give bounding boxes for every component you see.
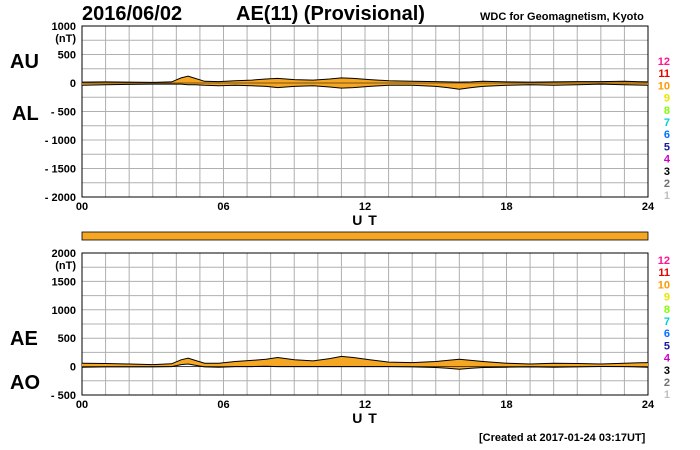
station-legend-10: 10 bbox=[658, 80, 670, 92]
station-legend-1: 1 bbox=[664, 190, 670, 202]
y-tick-label: - 1000 bbox=[45, 135, 76, 147]
y-tick-label: 0 bbox=[70, 362, 76, 374]
station-legend-11: 11 bbox=[658, 267, 670, 279]
station-legend-9: 9 bbox=[664, 292, 670, 304]
x-axis-label: U T bbox=[352, 410, 378, 426]
created-timestamp: [Created at 2017-01-24 03:17UT] bbox=[479, 432, 646, 444]
station-legend-4: 4 bbox=[664, 154, 671, 166]
x-tick-label: 12 bbox=[359, 201, 371, 213]
y-tick-label: 1500 bbox=[52, 276, 76, 288]
x-tick-label: 00 bbox=[76, 201, 88, 213]
station-legend-3: 3 bbox=[664, 365, 670, 377]
x-tick-label: 12 bbox=[359, 399, 371, 411]
series-line-au bbox=[81, 75, 649, 83]
y-unit-label: (nT) bbox=[55, 33, 76, 45]
plot-frame bbox=[81, 252, 649, 396]
station-legend-3: 3 bbox=[664, 166, 670, 178]
y-tick-label: 500 bbox=[58, 333, 76, 345]
station-legend-8: 8 bbox=[664, 304, 670, 316]
al-label: AL bbox=[12, 103, 39, 125]
x-tick-label: 00 bbox=[76, 399, 88, 411]
series-band-ae-ao bbox=[82, 356, 648, 370]
station-legend-8: 8 bbox=[664, 105, 670, 117]
series-line-ae bbox=[81, 355, 649, 366]
station-legend-7: 7 bbox=[664, 316, 670, 328]
y-tick-label: - 2000 bbox=[45, 192, 76, 204]
chart-date: 2016/06/02 bbox=[82, 3, 183, 25]
y-tick-label: 2000 bbox=[52, 248, 76, 260]
station-legend-1: 1 bbox=[664, 389, 670, 401]
station-legend-12: 12 bbox=[658, 56, 670, 68]
y-unit-label: (nT) bbox=[55, 260, 76, 272]
station-legend-11: 11 bbox=[658, 68, 670, 80]
station-legend-2: 2 bbox=[664, 178, 670, 190]
y-tick-label: 0 bbox=[70, 78, 76, 90]
y-tick-label: 500 bbox=[58, 50, 76, 62]
station-legend-7: 7 bbox=[664, 117, 670, 129]
station-legend-5: 5 bbox=[664, 141, 670, 153]
x-tick-label: 18 bbox=[500, 201, 512, 213]
x-tick-label: 18 bbox=[500, 399, 512, 411]
plot-frame bbox=[81, 25, 649, 198]
station-legend-12: 12 bbox=[658, 255, 670, 267]
x-tick-label: 06 bbox=[217, 399, 229, 411]
station-legend-10: 10 bbox=[658, 279, 670, 291]
x-tick-label: 24 bbox=[642, 201, 655, 213]
station-legend-9: 9 bbox=[664, 93, 670, 105]
chart-title: AE(11) (Provisional) bbox=[236, 3, 425, 25]
separator-bar bbox=[81, 231, 649, 241]
station-legend-2: 2 bbox=[664, 377, 670, 389]
station-legend-4: 4 bbox=[664, 353, 671, 365]
ao-label: AO bbox=[10, 372, 40, 394]
au-label: AU bbox=[10, 51, 39, 73]
y-tick-label: - 500 bbox=[51, 107, 76, 119]
y-tick-label: - 500 bbox=[51, 390, 76, 402]
x-axis-label: U T bbox=[352, 212, 378, 228]
x-tick-label: 06 bbox=[217, 201, 229, 213]
y-tick-label: 1000 bbox=[52, 305, 76, 317]
y-tick-label: 1000 bbox=[52, 21, 76, 33]
ae-label: AE bbox=[10, 328, 38, 350]
series-line-al bbox=[81, 83, 649, 90]
y-tick-label: - 1500 bbox=[45, 164, 76, 176]
station-legend-6: 6 bbox=[664, 129, 670, 141]
credit-text: WDC for Geomagnetism, Kyoto bbox=[480, 11, 644, 23]
station-legend-5: 5 bbox=[664, 340, 670, 352]
station-legend-6: 6 bbox=[664, 328, 670, 340]
x-tick-label: 24 bbox=[642, 399, 655, 411]
